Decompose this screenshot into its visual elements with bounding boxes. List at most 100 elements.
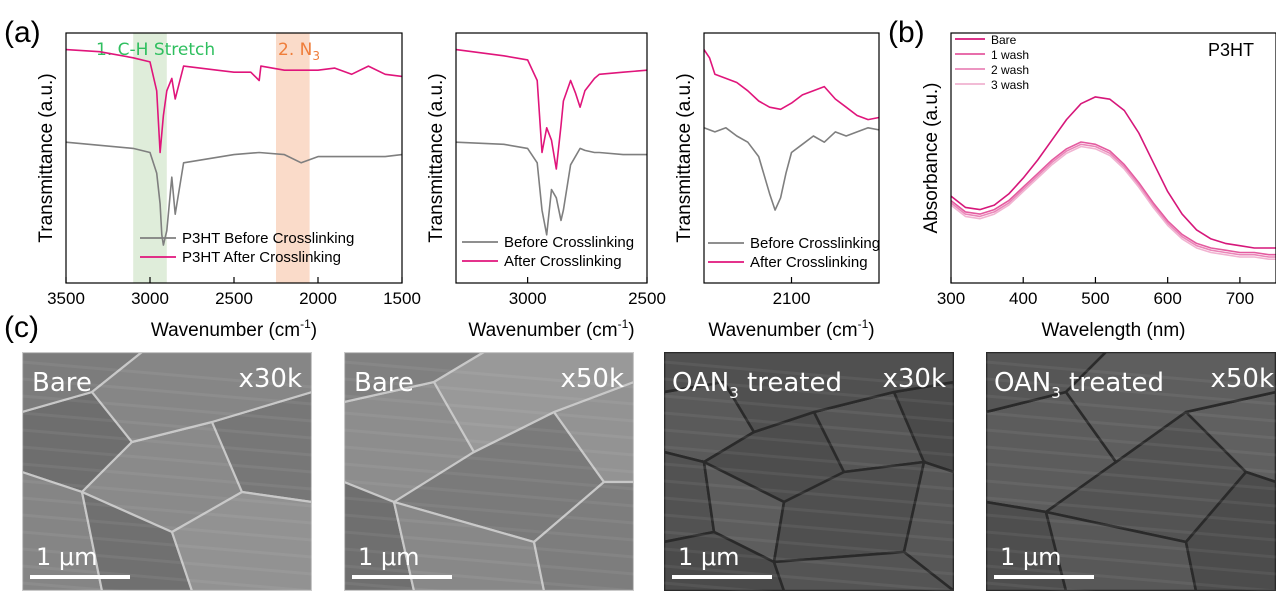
striation (986, 564, 1276, 591)
series-line-2 (455, 48, 648, 170)
striation (664, 377, 954, 406)
scale-bar-label: 1 μm (36, 543, 98, 571)
scale-bar (672, 575, 772, 579)
x-axis-label-end: ) (628, 320, 634, 341)
x-axis-label-sup: -1 (618, 317, 629, 331)
x-tick-label: 3500 (47, 289, 85, 308)
x-axis-label: Wavelength (nm) (1042, 320, 1186, 341)
scale-bar-label: 1 μm (358, 543, 420, 571)
striation (344, 462, 634, 491)
grain (986, 500, 1068, 591)
x-tick-label: 600 (1153, 289, 1181, 308)
sem-texture (986, 352, 1276, 591)
striation (22, 411, 312, 440)
x-tick-label: 2500 (215, 289, 253, 308)
striation (22, 445, 312, 474)
scale-bar (352, 575, 452, 579)
x-axis-label: Wavenumber (cm-1) (708, 317, 874, 341)
grain (170, 490, 312, 591)
band-annotation: 1. C-H Stretch (96, 40, 215, 60)
series-line-2 (950, 141, 1276, 256)
x-ticks: 300 400 500 600 700 (937, 277, 1254, 308)
sem-magnification: x30k (238, 364, 302, 394)
chart-1: 1. C-H Stretch 2. N3 3500 3000 2500 2000 1500 W… (36, 32, 421, 341)
series-line-4 (950, 145, 1276, 260)
series-line-3 (950, 143, 1276, 258)
striation (664, 564, 954, 591)
striation (344, 411, 634, 440)
band-annotation: 2. N3 (278, 40, 320, 63)
striation (344, 530, 634, 559)
striation (22, 360, 312, 389)
x-axis-label-sup: -1 (858, 317, 869, 331)
legend: Before Crosslinking After Crosslinking (462, 234, 634, 270)
scale-bar (994, 575, 1094, 579)
sem-image-2: Bare x50k 1 μm (344, 352, 634, 591)
x-tick-label: 2500 (628, 289, 666, 308)
grain (392, 500, 546, 591)
striation (986, 479, 1276, 508)
grain (902, 460, 954, 591)
sem-sample-label: Bare (32, 368, 92, 398)
band-region (133, 33, 167, 283)
x-axis-label-sup: -1 (300, 317, 311, 331)
striation (344, 547, 634, 576)
x-axis-label-end: ) (868, 320, 874, 341)
y-axis-label: Transmittance (a.u.) (36, 73, 57, 242)
x-tick-label: 2000 (299, 289, 337, 308)
scale-bar-label: 1 μm (678, 543, 740, 571)
grain (1064, 352, 1276, 464)
striation (22, 462, 312, 491)
x-axis-label: Wavenumber (cm-1) (468, 317, 634, 341)
chart-title: P3HT (1208, 40, 1254, 60)
striation (22, 496, 312, 525)
chart-4: 300 400 500 600 700 Wavelength (nm) Absorbance… (921, 32, 1276, 341)
striation (986, 360, 1276, 389)
striation (986, 462, 1276, 491)
striation (664, 428, 954, 457)
x-axis-label: Wavenumber (cm-1) (151, 317, 317, 341)
y-axis-label: Transmittance (a.u.) (426, 73, 447, 242)
x-tick-label: 300 (937, 289, 965, 308)
legend: Before Crosslinking After Crosslinking (708, 235, 880, 271)
striation (664, 360, 954, 389)
striation (986, 394, 1276, 423)
striation (664, 411, 954, 440)
panel-label-b: (b) (888, 16, 925, 49)
x-ticks: 2100 (773, 277, 810, 308)
grain (1044, 510, 1198, 591)
plot-frame (455, 32, 648, 284)
striation (986, 581, 1097, 591)
x-tick-label: 3000 (131, 289, 169, 308)
scale-bar (30, 575, 130, 579)
sem-image-1: Bare x30k 1 μm (22, 352, 312, 591)
legend-entry: After Crosslinking (504, 253, 622, 270)
chart-3: 2100 Wavenumber (cm-1) Transmittance (a.u.… (674, 32, 880, 341)
sem-texture (344, 352, 634, 591)
striation (986, 530, 1276, 559)
striation (344, 360, 634, 389)
striation (344, 428, 634, 457)
striation (986, 513, 1276, 542)
striation (986, 377, 1276, 406)
series-line-2 (703, 49, 880, 121)
x-ticks: 3000 2500 (509, 277, 666, 308)
grain (1184, 470, 1276, 591)
legend-entry: After Crosslinking (750, 254, 868, 271)
striation (22, 547, 312, 576)
striation (986, 547, 1276, 576)
grain (664, 352, 954, 434)
series-line-1 (703, 127, 880, 211)
legend-entry: Before Crosslinking (504, 234, 634, 251)
striation (344, 377, 634, 406)
grain (772, 550, 954, 591)
plot-frame (950, 32, 1276, 284)
striation (344, 581, 455, 591)
striation (22, 513, 312, 542)
grain (80, 490, 194, 591)
series-line-1 (950, 96, 1276, 249)
x-tick-label: 400 (1009, 289, 1037, 308)
legend: P3HT Before Crosslinking P3HT After Cross… (140, 230, 354, 266)
